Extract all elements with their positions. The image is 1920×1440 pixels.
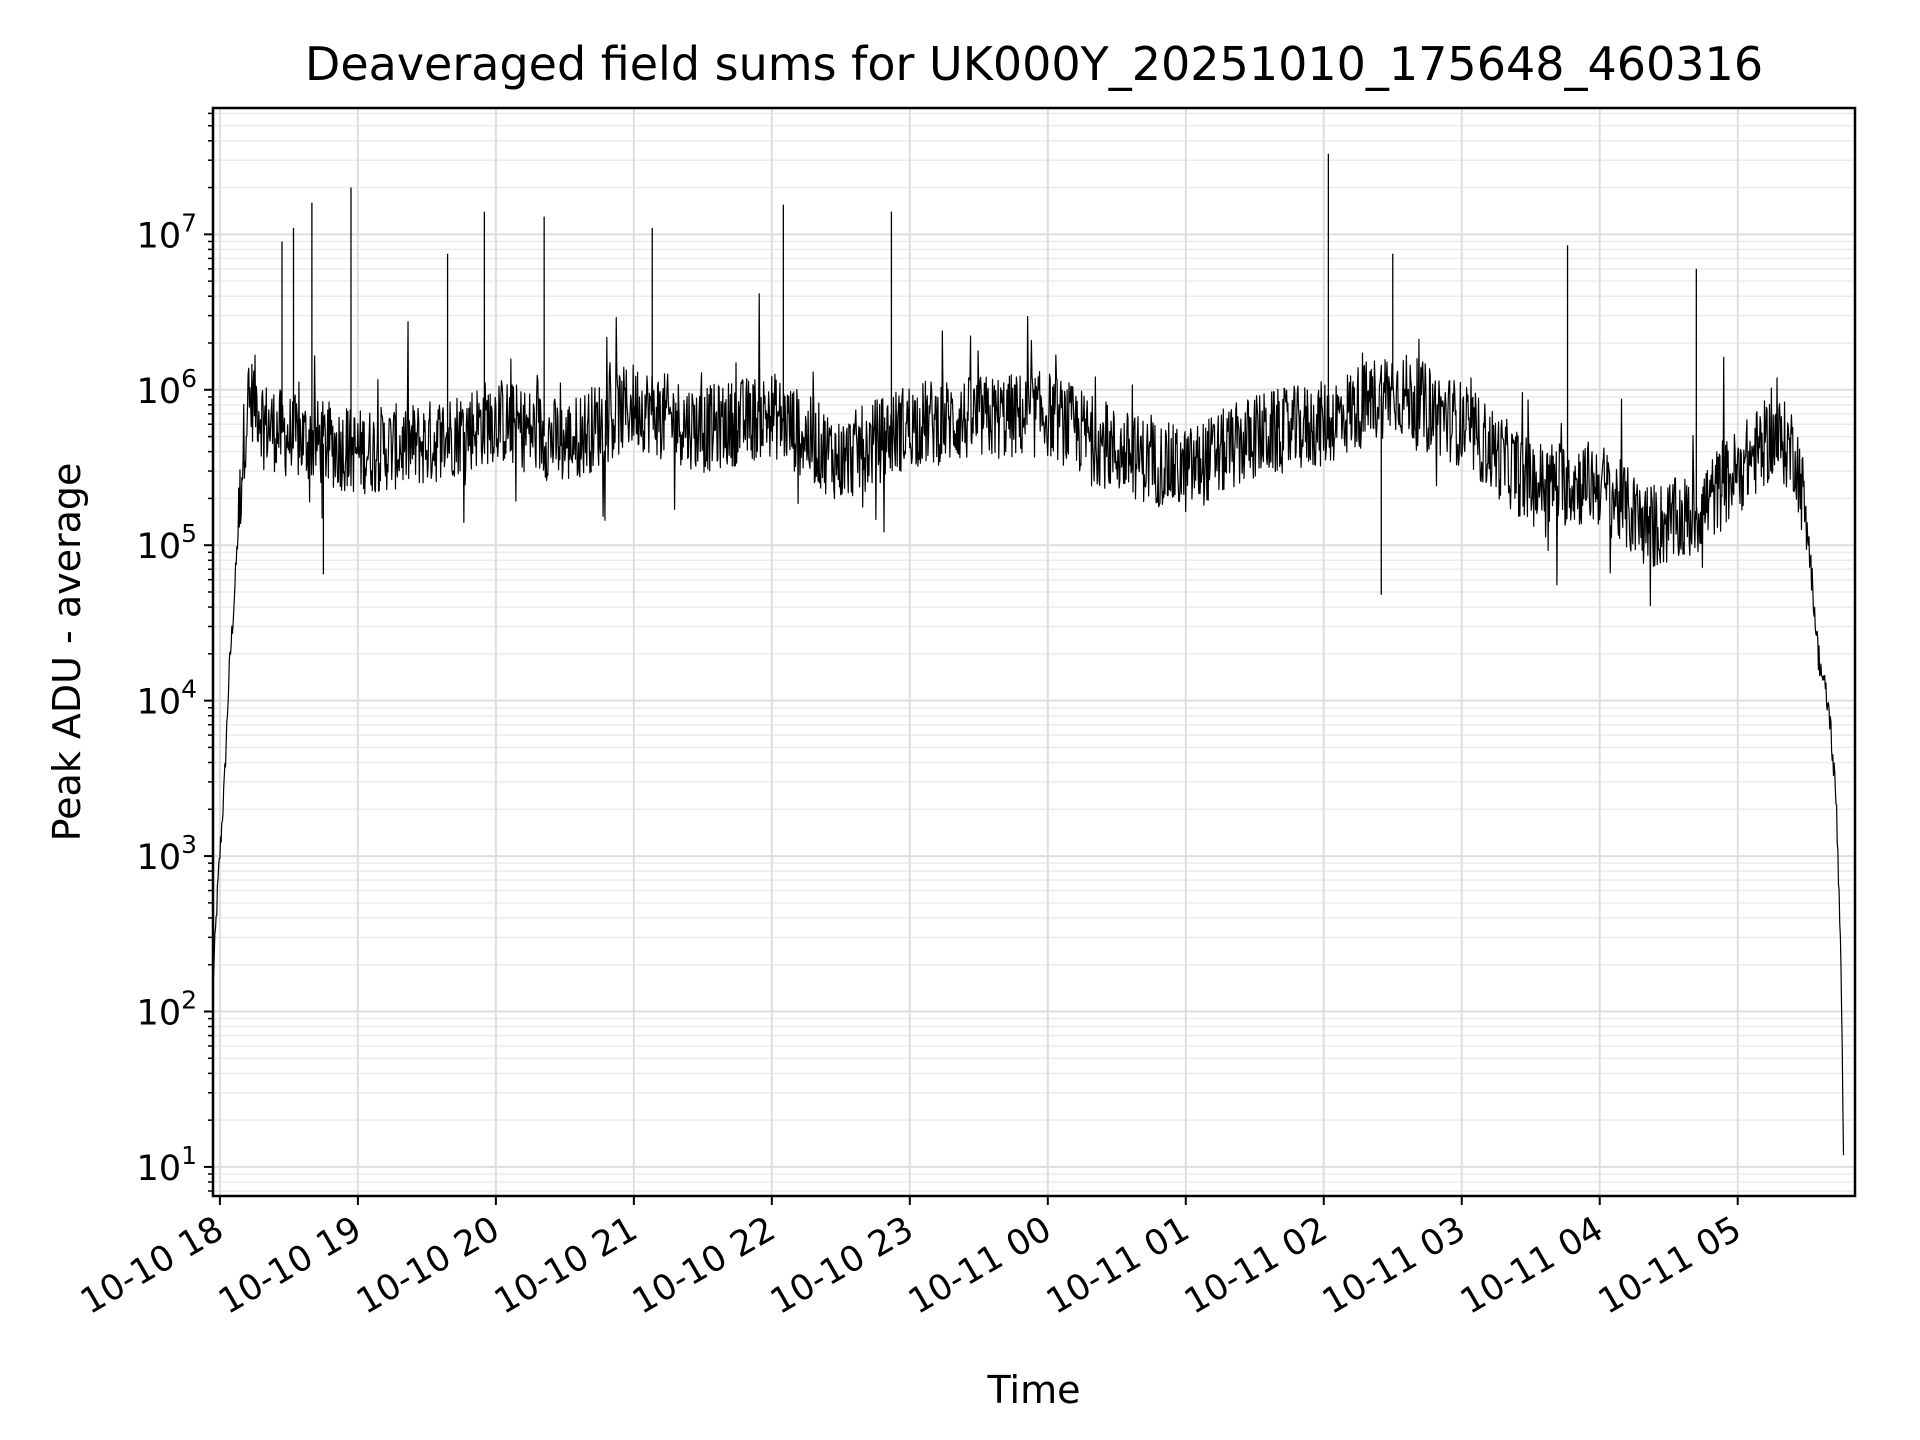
chart-title: Deaveraged field sums for UK000Y_2025101… bbox=[305, 37, 1763, 91]
y-tick-label: 107 bbox=[137, 208, 197, 256]
y-tick-label: 104 bbox=[137, 675, 197, 723]
plot-lines bbox=[212, 153, 1845, 1156]
y-tick-label: 106 bbox=[137, 364, 197, 412]
y-axis: 101 102 103 104 105 106 107 bbox=[137, 112, 213, 1192]
series-line bbox=[212, 293, 1845, 1156]
plot-frame bbox=[211, 106, 1857, 1198]
y-tick-label: 105 bbox=[137, 519, 197, 567]
y-tick-label: 101 bbox=[137, 1141, 197, 1189]
y-axis-label: Peak ADU - average bbox=[45, 463, 89, 842]
grid-major bbox=[213, 108, 1855, 1196]
y-tick-label: 103 bbox=[137, 830, 197, 878]
x-axis-label: Time bbox=[987, 1368, 1081, 1412]
grid-minor bbox=[213, 112, 1855, 1192]
y-tick-label: 102 bbox=[137, 985, 197, 1033]
